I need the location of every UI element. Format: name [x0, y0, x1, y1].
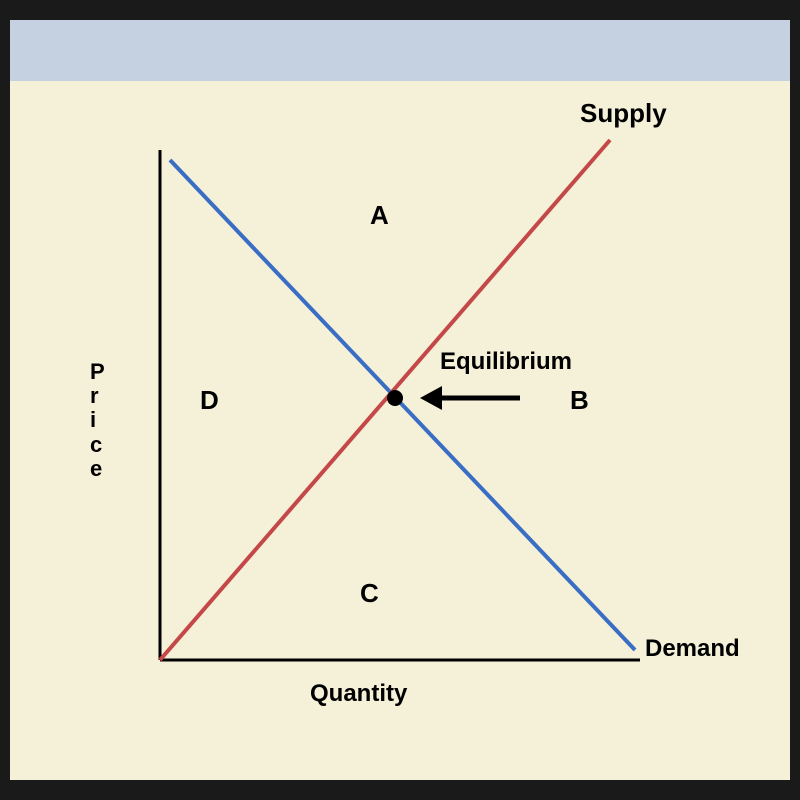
region-d-label: D	[200, 385, 219, 416]
region-a-label: A	[370, 200, 389, 231]
equilibrium-point	[387, 390, 403, 406]
supply-demand-chart: Supply Demand Equilibrium Price Quantity…	[50, 80, 750, 740]
demand-label: Demand	[645, 635, 740, 663]
region-c-label: C	[360, 578, 379, 609]
x-axis-label: Quantity	[310, 680, 407, 708]
supply-label: Supply	[580, 98, 667, 129]
equilibrium-arrow-head	[420, 386, 442, 410]
demand-line	[170, 160, 635, 650]
equilibrium-label: Equilibrium	[440, 348, 572, 376]
y-axis-label: Price	[90, 360, 105, 481]
chart-frame: Supply Demand Equilibrium Price Quantity…	[10, 20, 790, 780]
region-b-label: B	[570, 385, 589, 416]
